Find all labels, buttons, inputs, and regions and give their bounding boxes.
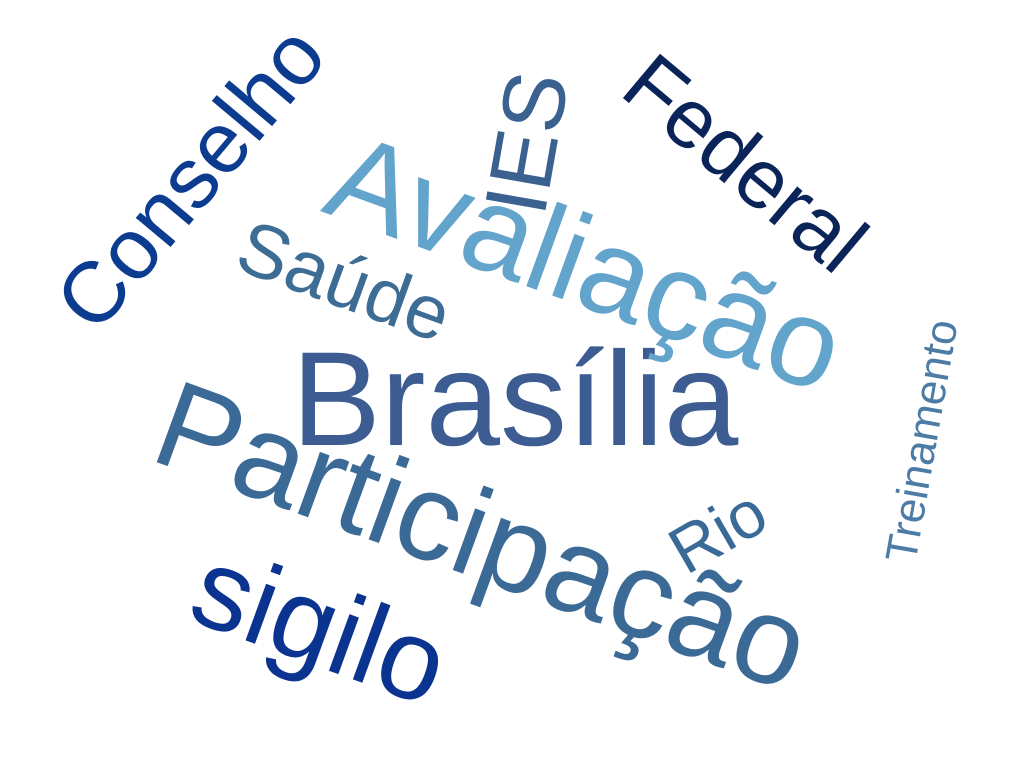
word-treinamento: Treinamento	[876, 315, 968, 566]
word-brasilia: Brasília	[291, 325, 739, 474]
word-ies: IES	[465, 64, 588, 222]
